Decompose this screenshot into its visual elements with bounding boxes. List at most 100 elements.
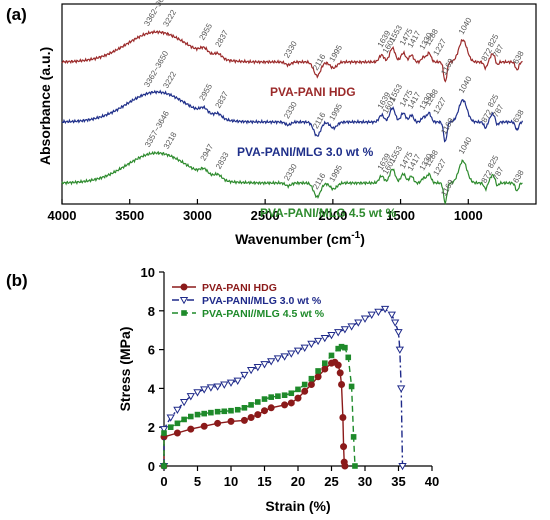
ftir-peak-label: 2330 (282, 162, 299, 182)
stress-y-ticks: 0 2 4 6 8 10 (141, 265, 164, 474)
ftir-spectrum-line (61, 89, 524, 143)
stress-point-marker (254, 411, 262, 419)
strain-x-ticks: 0 5 10 15 20 25 30 35 40 (160, 466, 439, 489)
stress-point-marker (166, 414, 175, 422)
stress-strain-line (163, 361, 346, 467)
ftir-x-axis-label: Wavenumber (cm-1) (235, 230, 365, 247)
stress-point-marker (336, 369, 344, 377)
stress-point-marker (287, 399, 295, 407)
stress-point-marker (327, 332, 336, 340)
stress-y-tick-label: 4 (148, 381, 156, 396)
stress-point-marker (241, 405, 248, 411)
stress-point-marker (206, 384, 216, 392)
stress-point-marker (342, 344, 348, 351)
ftir-peak-label: 3222 (161, 8, 178, 28)
ftir-series-label: PVA-PANI HDG (270, 85, 356, 99)
stress-point-marker (301, 387, 309, 395)
stress-point-marker (193, 389, 202, 397)
stress-point-marker (341, 462, 349, 470)
stress-point-marker (280, 353, 289, 361)
stress-point-marker (194, 411, 201, 418)
stress-point-marker (394, 329, 403, 337)
stress-point-marker (295, 386, 301, 393)
stress-point-marker (307, 340, 316, 349)
legend-entry: PVA-PANI/MLG 3.0 wt % (172, 295, 322, 307)
ftir-peak-label: 2330 (282, 39, 299, 59)
stress-point-marker (246, 366, 256, 375)
strain-x-tick-label: 0 (160, 474, 167, 489)
stress-point-marker (240, 416, 248, 424)
stress-strain-series (159, 305, 407, 471)
strain-x-tick-label: 15 (257, 474, 271, 489)
strain-x-tick-label: 20 (291, 474, 305, 489)
stress-point-marker (247, 414, 255, 421)
stress-point-marker (161, 463, 167, 469)
strain-x-tick-label: 35 (391, 474, 405, 489)
stress-point-marker (226, 379, 236, 387)
stress-point-marker (397, 385, 406, 393)
stress-point-marker (228, 407, 234, 414)
stress-point-marker (220, 381, 229, 389)
stress-point-marker (328, 352, 335, 359)
strain-x-axis-label: Strain (%) (265, 498, 330, 514)
stress-point-marker (261, 407, 268, 415)
ftir-peak-label: 2955 (197, 82, 214, 102)
ftir-peak-label: 1040 (457, 16, 474, 36)
stress-point-marker (173, 429, 181, 437)
panel-a-label: (a) (6, 5, 27, 24)
stress-point-marker (367, 311, 376, 319)
stress-point-marker (161, 430, 167, 436)
ftir-series-label: PVA-PANI/MLG 3.0 wt % (237, 145, 374, 159)
stress-point-marker (390, 319, 400, 327)
stress-point-marker (234, 406, 241, 413)
ftir-peak-label: 2947 (199, 142, 216, 162)
ftir-peak-label: 3222 (161, 70, 178, 90)
ftir-peak-label: 2837 (213, 28, 230, 48)
stress-point-marker (200, 422, 208, 430)
stress-point-marker (395, 346, 404, 354)
stress-point-marker (181, 416, 187, 423)
stress-point-marker (273, 355, 283, 363)
stress-point-marker (334, 329, 343, 337)
stress-point-marker (275, 393, 281, 399)
stress-strain-line (163, 308, 404, 467)
ftir-x-tick-label: 3000 (183, 208, 212, 223)
ftir-peak-label: 1040 (457, 74, 474, 94)
stress-y-tick-label: 0 (148, 459, 155, 474)
stress-point-marker (348, 383, 355, 390)
stress-point-marker (261, 396, 268, 402)
stress-point-marker (300, 344, 309, 352)
legend-label: PVA-PANI HDG (202, 282, 277, 294)
ftir-x-tick-label: 2500 (251, 208, 280, 223)
strain-x-tick-label: 30 (358, 474, 372, 489)
stress-point-marker (398, 463, 407, 471)
ftir-peak-label: 1040 (457, 135, 474, 155)
stress-point-marker (288, 390, 295, 397)
stress-point-marker (313, 337, 323, 346)
stress-y-axis-label: Stress (MPa) (117, 327, 133, 412)
ftir-peak-label: 2837 (213, 89, 230, 109)
stress-point-marker (179, 297, 189, 305)
stress-point-marker (267, 404, 275, 412)
ftir-spectrum-line (61, 150, 523, 206)
stress-point-marker (214, 419, 222, 427)
stress-point-marker (267, 358, 276, 366)
strain-x-tick-label: 5 (194, 474, 201, 489)
stress-point-marker (281, 392, 288, 398)
ftir-peak-label: 3218 (162, 130, 179, 150)
stress-point-marker (334, 361, 342, 369)
stress-point-marker (188, 413, 194, 420)
stress-point-marker (320, 334, 329, 343)
stress-point-marker (253, 364, 262, 372)
ftir-x-tick-label: 1000 (454, 208, 483, 223)
stress-point-marker (345, 354, 352, 361)
legend-label: PVA-PANI//MLG 4.5 wt % (202, 308, 325, 320)
stress-point-marker (287, 350, 296, 358)
stress-point-marker (347, 323, 356, 331)
ftir-x-axis-label-main: Wavenumber (cm (235, 231, 351, 247)
stress-point-marker (208, 409, 214, 416)
ftir-peak-label: 2116 (311, 52, 328, 72)
panel-b-label: (b) (6, 271, 28, 290)
stress-point-marker (260, 361, 269, 369)
stress-point-marker (240, 371, 249, 380)
